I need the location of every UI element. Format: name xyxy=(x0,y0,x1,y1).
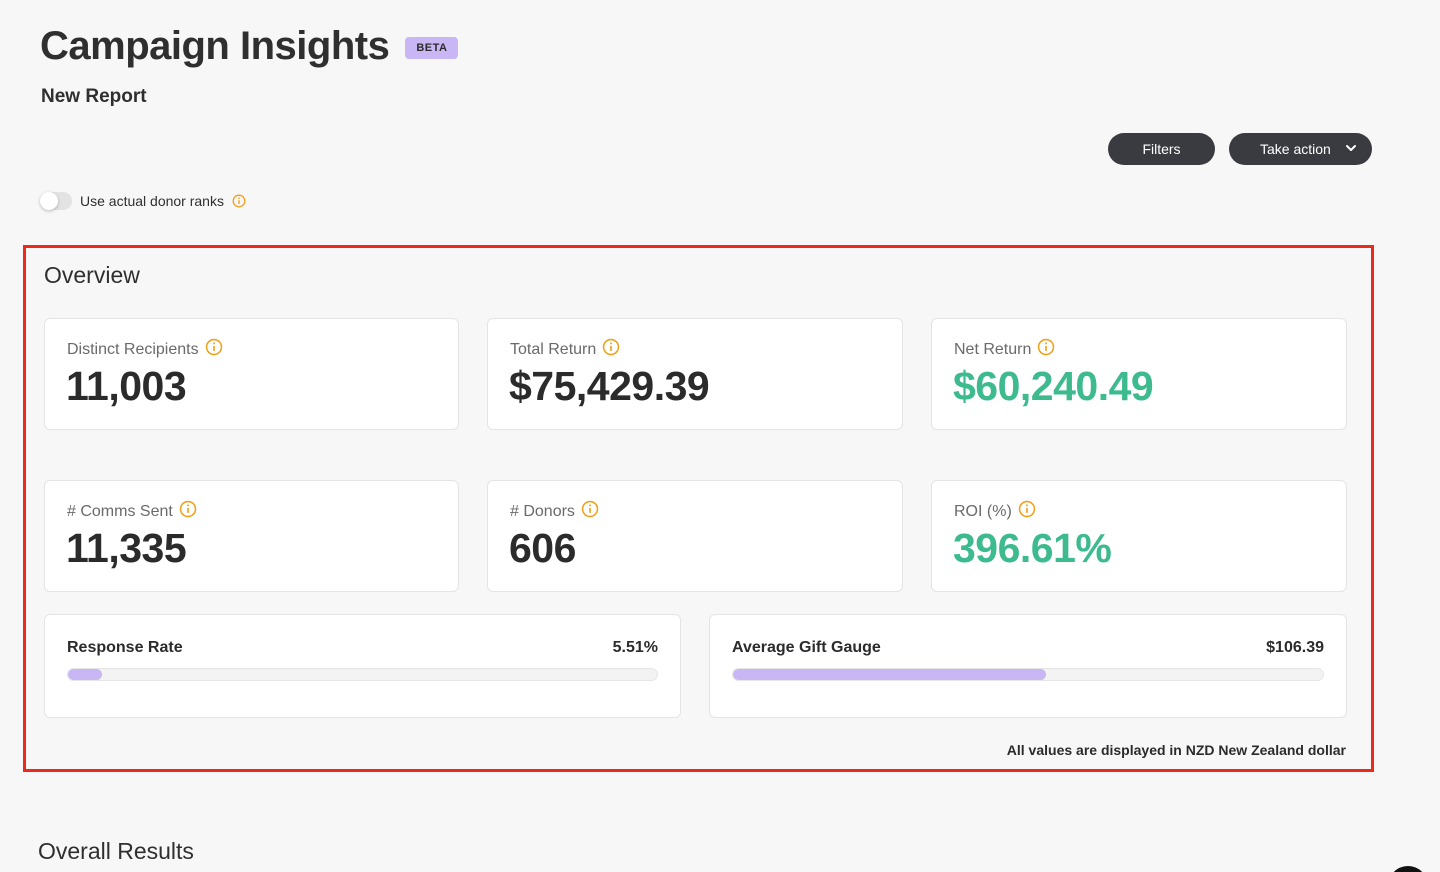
info-icon[interactable] xyxy=(205,338,223,356)
take-action-button[interactable]: Take action xyxy=(1229,133,1372,165)
metric-card-net-return: Net Return $60,240.49 xyxy=(931,318,1347,430)
take-action-label: Take action xyxy=(1260,141,1331,157)
average-gift-gauge-card: Average Gift Gauge $106.39 xyxy=(709,614,1347,718)
progress-track xyxy=(732,668,1324,681)
progress-fill xyxy=(733,669,1046,680)
info-icon[interactable] xyxy=(179,500,197,518)
progress-track xyxy=(67,668,658,681)
bar-label: Response Rate xyxy=(67,639,183,656)
overall-results-heading: Overall Results xyxy=(38,838,194,864)
metric-card-donors: # Donors 606 xyxy=(487,480,903,592)
metric-value: $75,429.39 xyxy=(509,363,710,409)
report-name: New Report xyxy=(41,86,147,107)
info-icon[interactable] xyxy=(602,338,620,356)
beta-badge: BETA xyxy=(405,36,459,59)
currency-note: All values are displayed in NZD New Zeal… xyxy=(1006,742,1346,758)
metric-card-comms-sent: # Comms Sent 11,335 xyxy=(44,480,459,592)
bar-value: 5.51% xyxy=(612,639,658,656)
overview-highlight-frame xyxy=(23,245,1374,772)
filters-button[interactable]: Filters xyxy=(1108,133,1215,165)
donor-ranks-toggle-row: Use actual donor ranks xyxy=(40,192,246,210)
metric-card-roi: ROI (%) 396.61% xyxy=(931,480,1347,592)
metric-value: 11,003 xyxy=(66,363,187,409)
info-icon[interactable] xyxy=(1037,338,1055,356)
toggle-knob xyxy=(40,192,58,210)
metric-label: ROI (%) xyxy=(954,503,1012,520)
donor-ranks-toggle[interactable] xyxy=(40,192,72,210)
page-title: Campaign Insights xyxy=(40,24,390,68)
metric-label: Distinct Recipients xyxy=(67,341,199,358)
chevron-down-icon xyxy=(1346,145,1356,151)
page-header: Campaign Insights BETA xyxy=(40,24,459,69)
response-rate-card: Response Rate 5.51% xyxy=(44,614,681,718)
bar-value: $106.39 xyxy=(1266,639,1324,656)
help-chat-button[interactable] xyxy=(1388,866,1428,872)
metric-value: $60,240.49 xyxy=(953,363,1154,409)
metric-value: 11,335 xyxy=(66,525,187,571)
metric-value: 606 xyxy=(509,525,576,571)
info-icon[interactable] xyxy=(581,500,599,518)
metric-label: # Comms Sent xyxy=(67,503,173,520)
info-icon[interactable] xyxy=(1018,500,1036,518)
overview-title: Overview xyxy=(44,262,140,288)
metric-card-total-return: Total Return $75,429.39 xyxy=(487,318,903,430)
donor-ranks-label: Use actual donor ranks xyxy=(80,193,224,209)
metric-value: 396.61% xyxy=(953,525,1112,571)
metric-label: # Donors xyxy=(510,503,575,520)
metric-label: Total Return xyxy=(510,341,597,358)
metric-label: Net Return xyxy=(954,341,1032,358)
bar-label: Average Gift Gauge xyxy=(732,639,881,656)
metric-card-distinct-recipients: Distinct Recipients 11,003 xyxy=(44,318,459,430)
progress-fill xyxy=(68,669,103,680)
info-icon[interactable] xyxy=(232,194,246,208)
